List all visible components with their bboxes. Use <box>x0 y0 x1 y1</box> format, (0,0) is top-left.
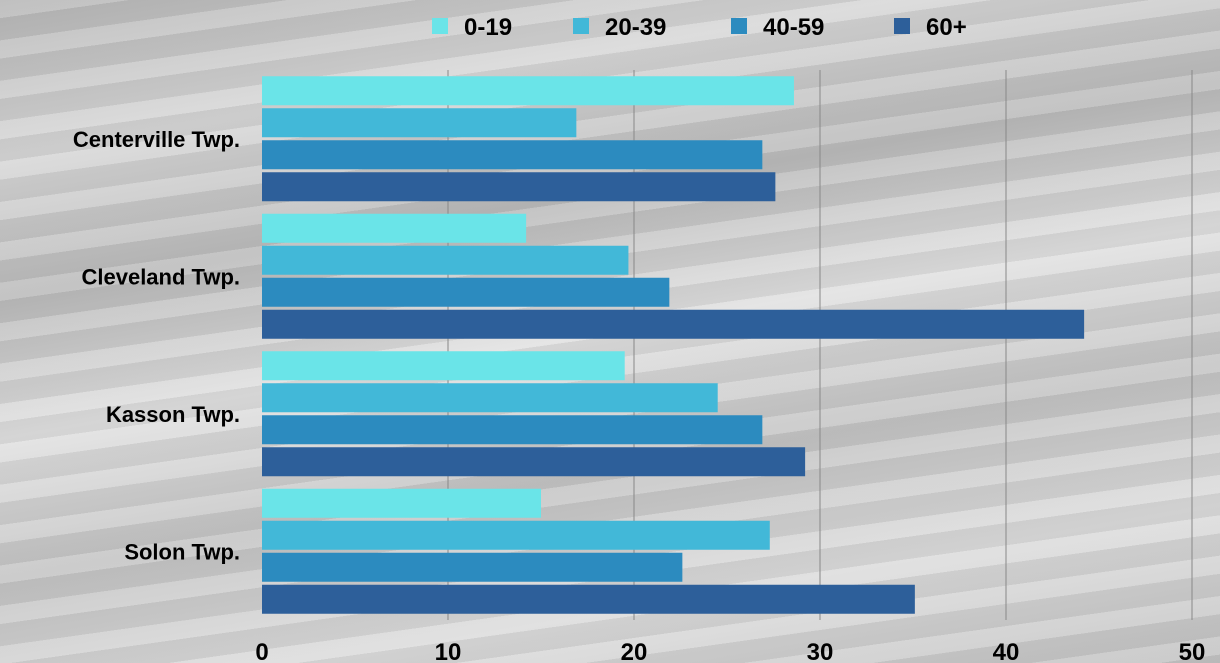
category-label-centerville-twp: Centerville Twp. <box>73 127 240 152</box>
category-label-cleveland-twp: Cleveland Twp. <box>81 264 240 289</box>
bar-centerville-twp-40-59 <box>262 140 763 170</box>
bar-kasson-twp-60 <box>262 447 806 477</box>
bar-kasson-twp-0-19 <box>262 351 625 381</box>
x-tick-label-0: 0 <box>255 639 268 663</box>
bar-solon-twp-20-39 <box>262 520 770 550</box>
category-label-solon-twp: Solon Twp. <box>124 539 240 564</box>
x-axis-tick-labels: 0 10 20 30 40 50 <box>255 639 1205 663</box>
bar-kasson-twp-40-59 <box>262 415 763 445</box>
bar-centerville-twp-60 <box>262 172 776 202</box>
x-tick-label-40: 40 <box>993 639 1020 663</box>
legend-item-0-19[interactable]: 0-19 <box>432 14 512 41</box>
legend-swatch-20-39 <box>573 18 589 34</box>
legend-item-20-39[interactable]: 20-39 <box>573 14 666 41</box>
bar-solon-twp-60 <box>262 584 915 614</box>
legend-item-60[interactable]: 60+ <box>894 14 967 41</box>
bar-kasson-twp-20-39 <box>262 383 718 413</box>
legend-swatch-40-59 <box>731 18 747 34</box>
bar-solon-twp-0-19 <box>262 488 541 518</box>
bar-cleveland-twp-20-39 <box>262 245 629 275</box>
category-label-kasson-twp: Kasson Twp. <box>106 402 240 427</box>
legend[interactable]: 0-19 20-39 40-59 60+ <box>432 14 967 41</box>
x-tick-label-50: 50 <box>1179 639 1206 663</box>
legend-swatch-60 <box>894 18 910 34</box>
category-labels: Centerville Twp. Cleveland Twp. Kasson Twp… <box>73 127 240 565</box>
x-tick-label-30: 30 <box>807 639 834 663</box>
legend-label-20-39: 20-39 <box>605 14 666 41</box>
x-tick-label-10: 10 <box>435 639 462 663</box>
legend-label-40-59: 40-59 <box>763 14 824 41</box>
legend-label-60: 60+ <box>926 14 967 41</box>
bar-cleveland-twp-0-19 <box>262 213 527 243</box>
bar-solon-twp-40-59 <box>262 552 683 582</box>
bars <box>262 76 1085 614</box>
legend-label-0-19: 0-19 <box>464 14 512 41</box>
legend-swatch-0-19 <box>432 18 448 34</box>
bar-cleveland-twp-40-59 <box>262 277 670 307</box>
bar-centerville-twp-20-39 <box>262 108 577 138</box>
legend-item-40-59[interactable]: 40-59 <box>731 14 824 41</box>
x-tick-label-20: 20 <box>621 639 648 663</box>
bar-centerville-twp-0-19 <box>262 76 794 106</box>
bar-cleveland-twp-60 <box>262 309 1085 339</box>
